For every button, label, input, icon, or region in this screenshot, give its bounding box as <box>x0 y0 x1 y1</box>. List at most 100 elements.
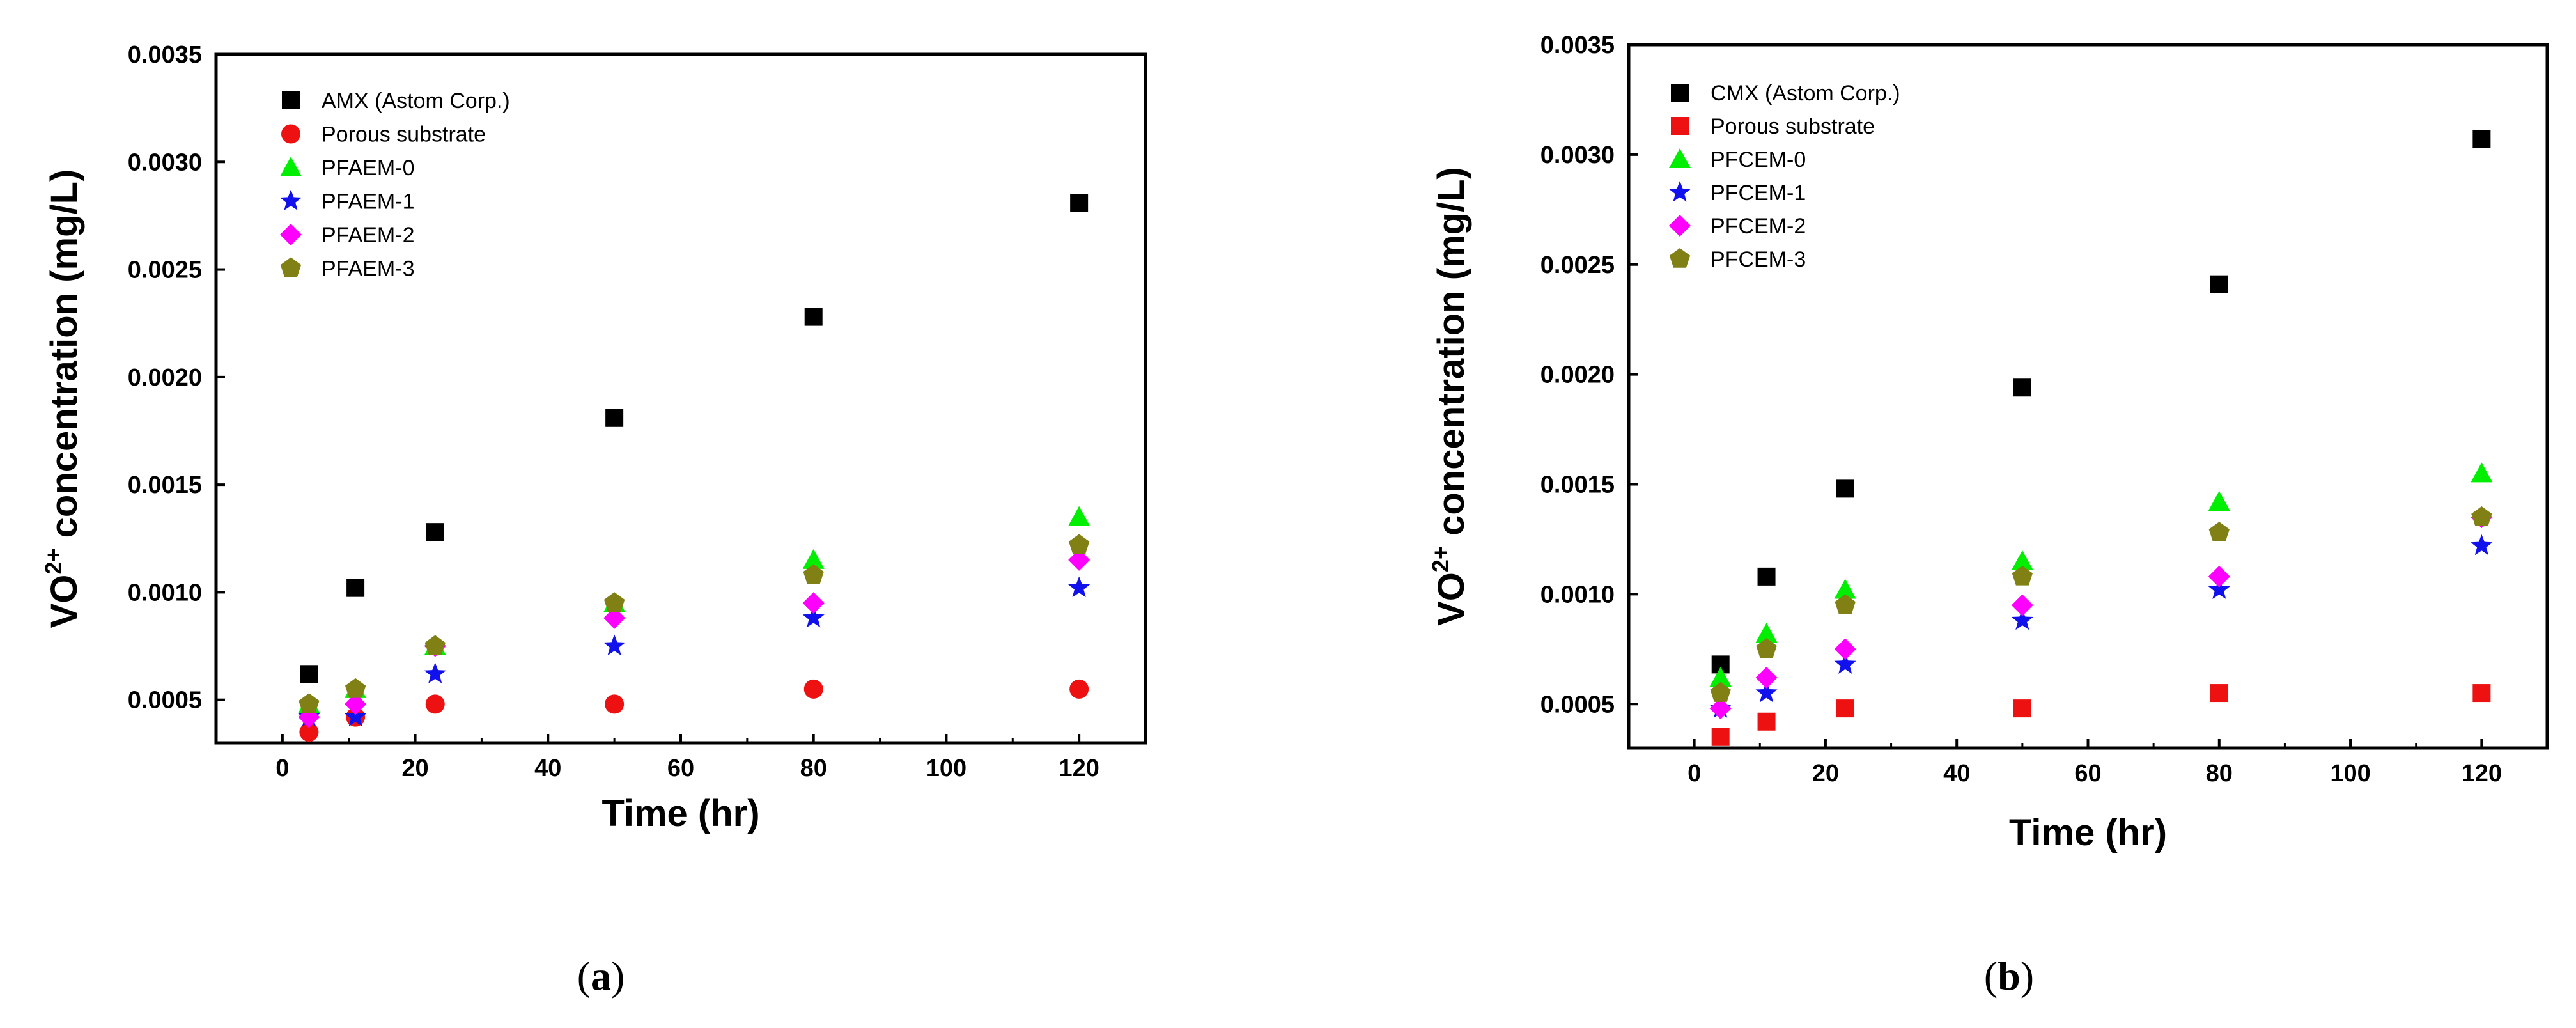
legend-label: CMX (Astom Corp.) <box>1711 81 1900 105</box>
data-point <box>1068 576 1090 598</box>
data-point <box>1755 681 1778 703</box>
x-tick-label: 80 <box>800 755 827 782</box>
data-point <box>2471 534 2493 556</box>
y-tick-label: 0.0025 <box>1540 252 1615 279</box>
data-point <box>1834 638 1856 660</box>
y-tick-label: 0.0010 <box>1540 581 1615 608</box>
series-amx-astom-corp <box>300 194 1089 683</box>
x-tick-label: 100 <box>926 755 966 782</box>
y-tick-label: 0.0020 <box>128 364 202 391</box>
chart-panel-a: 0 20 40 60 80 100 120 0.0005 0.0010 0.0015 0.0020 0… <box>40 42 1147 999</box>
data-point <box>1755 623 1778 643</box>
data-point <box>1069 679 1089 699</box>
x-tick-label: 20 <box>1812 760 1839 787</box>
data-point <box>1711 728 1730 746</box>
data-point <box>346 579 365 597</box>
y-axis-title: VO2+ concentration (mg/L) <box>1427 167 1472 626</box>
data-point <box>1756 638 1777 658</box>
data-point <box>2011 594 2033 616</box>
data-point <box>1836 699 1854 718</box>
data-point <box>2012 565 2033 586</box>
legend-label: PFAEM-2 <box>322 223 414 247</box>
series-pfcem-3 <box>1710 506 2492 702</box>
data-point <box>603 634 626 656</box>
data-point <box>1710 682 1731 702</box>
data-point <box>2208 565 2230 588</box>
legend-marker <box>280 157 302 176</box>
x-tick-label: 20 <box>401 755 428 782</box>
data-point <box>2208 491 2230 511</box>
data-point <box>2013 699 2031 718</box>
legend-label: Porous substrate <box>322 123 486 147</box>
legend-label: PFCEM-1 <box>1711 181 1806 205</box>
data-point <box>345 693 367 715</box>
data-point <box>345 678 366 698</box>
panel-label: (b) <box>1984 953 2034 999</box>
data-point <box>1068 534 1090 554</box>
data-point <box>1834 653 1856 674</box>
data-point <box>804 308 823 326</box>
x-tick-label: 100 <box>2330 760 2370 787</box>
data-point <box>603 607 626 629</box>
data-point <box>2208 522 2230 541</box>
legend-marker <box>1669 215 1691 237</box>
x-tick-label: 60 <box>667 755 694 782</box>
data-point <box>2471 462 2493 483</box>
data-point <box>1835 594 1856 614</box>
legend-marker <box>1671 84 1689 102</box>
legend-label: PFCEM-3 <box>1711 247 1806 272</box>
legend-label: PFAEM-3 <box>322 257 414 281</box>
series-porous-substrate <box>299 679 1089 742</box>
data-point <box>300 665 318 683</box>
y-tick-label: 0.0035 <box>128 42 202 68</box>
y-tick-label: 0.0005 <box>128 687 202 714</box>
series-porous-substrate <box>1711 684 2491 746</box>
y-tick-label: 0.0015 <box>1540 472 1615 499</box>
series-pfaem-2 <box>298 549 1090 728</box>
legend-marker <box>1671 117 1689 135</box>
y-tick-label: 0.0030 <box>128 149 202 176</box>
y-tick-label: 0.0025 <box>128 257 202 284</box>
x-tick-label: 40 <box>534 755 561 782</box>
data-point <box>1834 579 1856 599</box>
data-point <box>425 694 445 714</box>
x-tick-label: 60 <box>2074 760 2101 787</box>
y-tick-label: 0.0010 <box>128 579 202 606</box>
data-point <box>299 693 320 713</box>
panel-label: (a) <box>577 953 625 999</box>
data-point <box>344 705 367 727</box>
legend-marker <box>1668 181 1691 202</box>
legend-label: PFCEM-2 <box>1711 214 1806 238</box>
data-point <box>2210 684 2228 703</box>
legend: AMX (Astom Corp.) Porous substrate PFAEM-0… <box>279 89 510 281</box>
y-tick-label: 0.0015 <box>128 472 202 499</box>
data-point <box>2210 275 2228 293</box>
data-point <box>426 523 444 541</box>
data-point <box>2472 684 2491 703</box>
x-tick-label: 120 <box>1059 755 1099 782</box>
x-tick-label: 0 <box>1688 760 1701 787</box>
y-axis-title: VO2+ concentration (mg/L) <box>40 169 85 628</box>
data-point <box>1068 549 1090 571</box>
data-point <box>1836 479 1854 498</box>
legend-marker <box>1669 148 1691 168</box>
legend-marker <box>280 224 302 245</box>
data-point <box>2208 578 2230 600</box>
data-point <box>802 592 825 614</box>
y-tick-label: 0.0020 <box>1540 362 1615 389</box>
series-pfcem-0 <box>1709 462 2493 687</box>
data-point <box>1709 697 1732 720</box>
data-point <box>424 662 446 683</box>
data-point <box>802 606 825 628</box>
x-tick-label: 120 <box>2462 760 2502 787</box>
legend-marker <box>1669 248 1691 268</box>
data-point <box>605 409 624 427</box>
series-pfaem-3 <box>299 534 1090 713</box>
data-point <box>1757 712 1776 731</box>
series-pfcem-1 <box>1709 534 2493 718</box>
chart-panel-b: 0 20 40 60 80 100 120 0.0005 0.0010 0.0015 0.0020 0… <box>1427 32 2549 999</box>
legend-marker <box>279 189 302 211</box>
y-tick-label: 0.0035 <box>1540 32 1615 59</box>
